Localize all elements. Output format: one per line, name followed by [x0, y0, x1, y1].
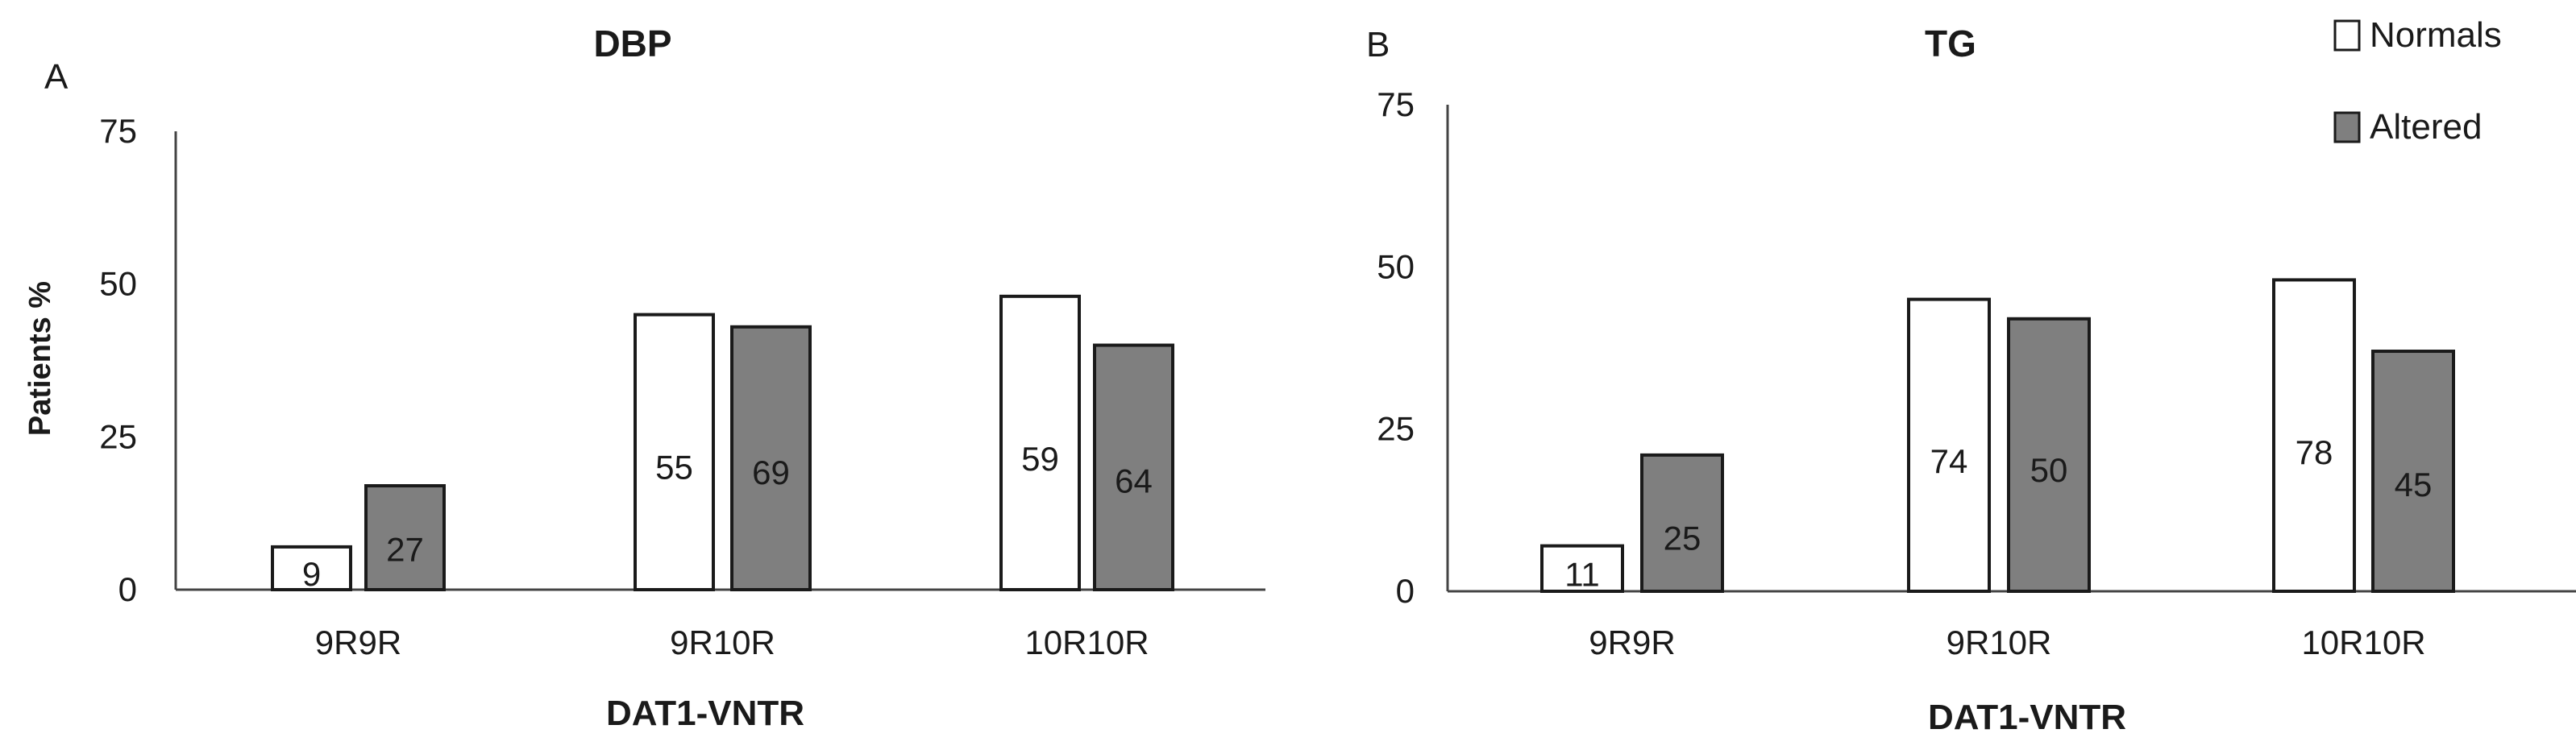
bar-data-label: 50 — [2030, 451, 2068, 489]
y-ticks: 0 25 50 75 — [99, 112, 137, 608]
bar-data-label: 59 — [1021, 440, 1059, 478]
legend-label-altered: Altered — [2370, 107, 2482, 147]
bar-data-label: 64 — [1115, 462, 1153, 499]
x-axis-label: DAT1-VNTR — [1928, 698, 2126, 737]
bar-altered — [730, 325, 812, 591]
x-tick-label: 9R9R — [315, 624, 401, 661]
category-labels: 9R9R 9R10R 10R10R — [1589, 624, 2425, 661]
y-tick-label: 75 — [99, 112, 137, 150]
bar-normals — [634, 313, 715, 591]
panel-letter: B — [1366, 25, 1390, 64]
axes — [174, 131, 1265, 591]
legend-swatch-normals — [2333, 19, 2361, 52]
x-axis-label: DAT1-VNTR — [606, 694, 804, 733]
x-tick-label: 10R10R — [1024, 624, 1149, 661]
x-tick-label: 9R9R — [1589, 624, 1675, 661]
y-tick-label: 50 — [99, 265, 137, 303]
bar-data-label: 45 — [2395, 466, 2433, 503]
x-tick-label: 10R10R — [2301, 624, 2425, 661]
bar-data-label: 11 — [1564, 555, 1600, 593]
chart-title: DBP — [593, 23, 671, 64]
y-tick-label: 25 — [99, 417, 137, 455]
bar-normals — [1907, 297, 1991, 593]
panel-letter: A — [44, 57, 69, 97]
bar-altered — [2007, 317, 2091, 593]
y-tick-label: 75 — [1377, 85, 1415, 123]
y-tick-label: 0 — [1396, 572, 1415, 610]
bars: 9 55 59 27 69 64 — [271, 294, 1174, 593]
legend-swatch-altered — [2333, 111, 2361, 143]
bar-normals — [1540, 544, 1624, 593]
bar-altered — [1640, 453, 1724, 593]
legend-item-altered: Altered — [2333, 107, 2482, 147]
bar-data-label: 78 — [2296, 433, 2333, 471]
x-tick-label: 9R10R — [670, 624, 775, 661]
bar-normals — [271, 545, 352, 591]
panel-a: A DBP Patients % DAT1-VNTR 0 25 50 75 9 55 59… — [23, 23, 1265, 733]
legend-item-normals: Normals — [2333, 15, 2502, 55]
category-labels: 9R9R 9R10R 10R10R — [315, 624, 1149, 661]
bars: 11 74 78 25 50 45 — [1540, 278, 2455, 593]
bar-data-label: 27 — [386, 530, 424, 568]
bar-normals — [2272, 278, 2356, 593]
y-tick-label: 0 — [118, 570, 137, 608]
bar-altered — [2371, 350, 2455, 593]
y-ticks: 0 25 50 75 — [1377, 85, 1415, 610]
y-axis-label: Patients % — [23, 281, 57, 436]
y-tick-label: 25 — [1377, 410, 1415, 448]
bar-data-label: 25 — [1664, 519, 1701, 557]
bar-altered — [1093, 343, 1174, 591]
panel-b: B TG DAT1-VNTR 0 25 50 75 11 74 78 25 50 45 9R9R… — [1366, 23, 2576, 737]
chart-title: TG — [1925, 23, 1976, 64]
bar-data-label: 69 — [752, 454, 790, 491]
bar-data-label: 55 — [655, 448, 693, 486]
legend: Normals Altered — [2333, 15, 2502, 147]
y-tick-label: 50 — [1377, 247, 1415, 285]
bar-data-label: 74 — [1930, 442, 1968, 480]
bar-data-label: 9 — [302, 555, 321, 593]
bar-normals — [999, 294, 1081, 591]
bar-altered — [364, 484, 446, 591]
legend-label-normals: Normals — [2370, 15, 2502, 55]
x-tick-label: 9R10R — [1947, 624, 2052, 661]
